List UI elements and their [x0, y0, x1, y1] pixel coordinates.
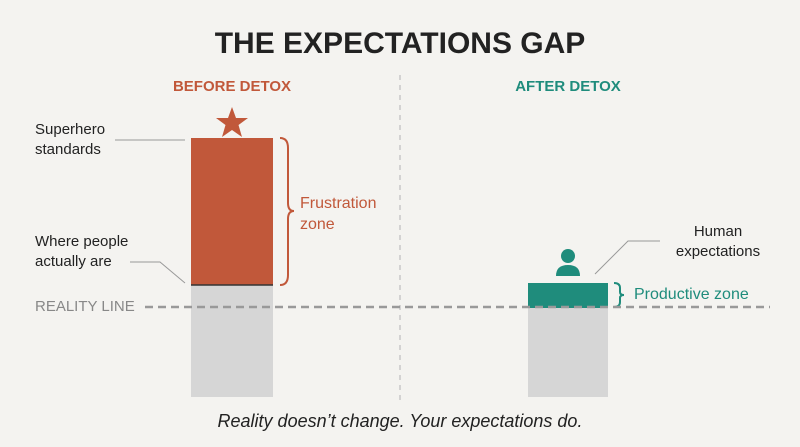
leader-line	[594, 240, 660, 275]
after-heading: AFTER DETOX	[515, 78, 621, 95]
frustration-label: Frustration	[300, 195, 376, 212]
frustration-brace	[279, 137, 295, 286]
footer: Reality doesn’t change. Your expectation…	[218, 411, 583, 431]
after-expectation-bar	[528, 283, 608, 308]
actual-label: actually are	[35, 253, 112, 270]
before-reality-bar	[191, 285, 273, 397]
actual-label: Where people	[35, 233, 128, 250]
frustration-label: zone	[300, 216, 335, 233]
productive-brace	[613, 282, 625, 308]
person-icon	[561, 249, 575, 263]
after-reality-bar	[528, 308, 608, 397]
human-label: expectations	[676, 243, 760, 260]
superhero-label: standards	[35, 141, 101, 158]
before-heading: BEFORE DETOX	[173, 78, 291, 95]
star-icon	[216, 107, 248, 137]
human-label: Human	[694, 223, 742, 240]
reality-line-label: REALITY LINE	[35, 298, 135, 315]
title: THE EXPECTATIONS GAP	[215, 27, 586, 60]
productive-label: Productive zone	[634, 286, 749, 303]
before-expectation-bar	[191, 138, 273, 285]
person-icon	[556, 265, 580, 276]
superhero-label: Superhero	[35, 121, 105, 138]
leader-line	[130, 261, 186, 284]
